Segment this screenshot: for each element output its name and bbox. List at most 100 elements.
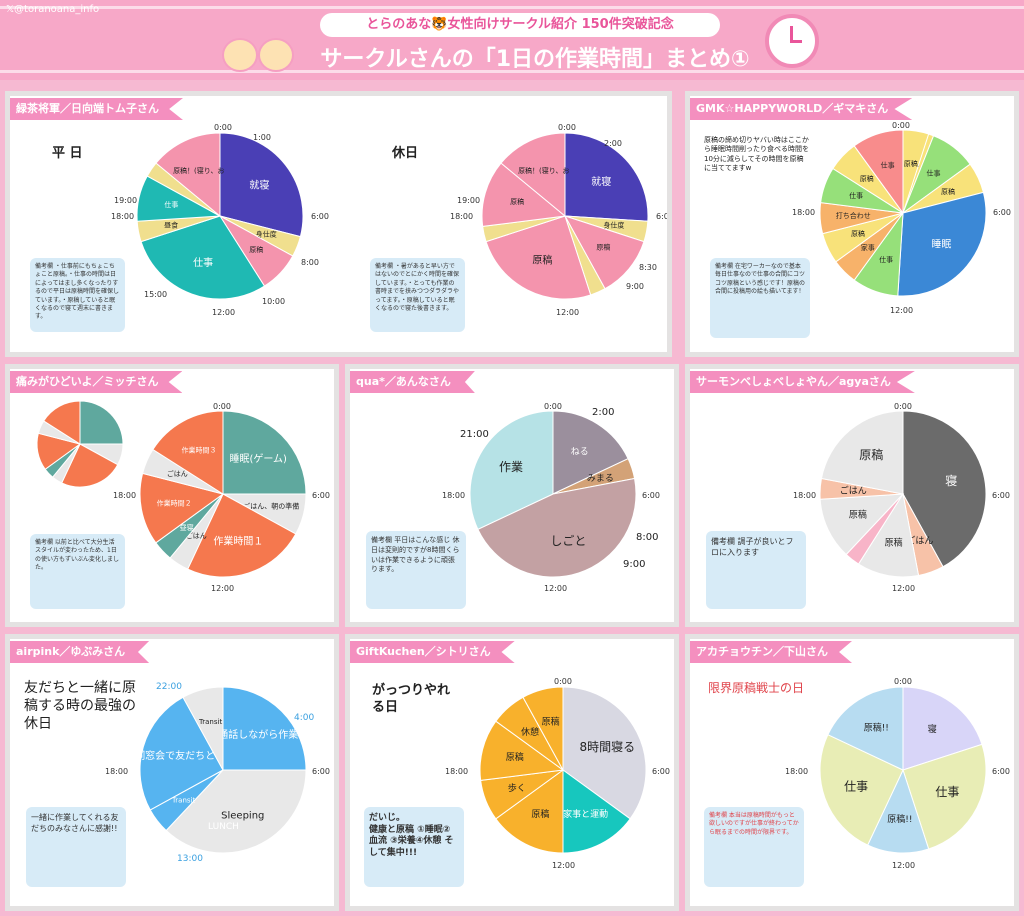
circle-name-tag: qua*／あんなさん (350, 371, 475, 393)
pie-slice-label: 仕事 (935, 785, 959, 799)
pie-slice-label: 原稿 (596, 243, 610, 252)
pie-slice (155, 132, 221, 218)
pie-slice-label: 原稿！(寝り、お (173, 166, 224, 175)
holiday-label: 休日 (392, 146, 419, 161)
header-stripe (0, 6, 1024, 9)
note-box-weekday: 備考欄 ・仕事前にもちょこちょこと原稿。・仕事の時間は日によってはまし多くなった… (30, 258, 125, 332)
twitter-handle[interactable]: 𝕏@toranoana_info (6, 4, 100, 15)
time-tick: 6:00 (992, 767, 1010, 776)
headline-text: 友だちと一緒に原稿する時の最強の休日 (24, 680, 136, 733)
pie-slice-label: Transit (198, 718, 222, 726)
pie-slice (902, 410, 987, 568)
time-tick: 15:00 (144, 290, 168, 299)
pie-slice-label: 身仕度 (256, 229, 277, 238)
pie-slice-label: 寝 (945, 473, 957, 488)
panel-6: airpink／ゆぷみさん 友だちと一緒に原稿する時の最強の休日 通話しながら作… (5, 634, 339, 911)
pie-slice-label: 原稿!! (887, 813, 912, 825)
time-tick: 0:00 (558, 123, 576, 132)
pie-slice (562, 686, 647, 820)
pie-slice (897, 191, 987, 297)
pie-slice (819, 493, 905, 556)
pie-slice (495, 769, 564, 854)
pie-slice-label: 仕事 (193, 256, 213, 269)
weekday-label: 平 日 (52, 146, 83, 161)
time-tick: 8:30 (639, 263, 657, 272)
time-tick: 18:00 (450, 212, 474, 221)
header-subtitle: とらのあな🐯女性向けサークル紹介 150件突破記念 (320, 13, 720, 37)
time-tick: 0:00 (544, 402, 562, 411)
pie-slice (819, 733, 904, 846)
time-tick: 18:00 (793, 491, 817, 500)
header-banner: 𝕏@toranoana_info とらのあな🐯女性向けサークル紹介 150件突破… (0, 0, 1024, 80)
note-box: 備考欄 調子が良いとフロに入ります (706, 531, 806, 609)
pie-slice-label: 通話しながら作業 (218, 728, 298, 741)
pie-slice-label: 睡眠(ゲーム) (229, 452, 287, 465)
pie-slice-label: 原稿 (860, 174, 874, 183)
pie-slice-label: 8時間寝る (580, 739, 636, 754)
pie-slice-label: 原稿 (506, 751, 524, 763)
pie-slice-label: 原稿 (904, 159, 918, 168)
pie-slice-label: 昼寝 (180, 523, 194, 532)
time-tick: 2:00 (592, 407, 615, 418)
pie-slice-label: 原稿 (249, 245, 263, 254)
pie-slice-label: ごはん (186, 531, 207, 540)
time-tick: 0:00 (214, 123, 232, 132)
pie-slice (186, 493, 297, 578)
time-tick: 19:00 (457, 196, 481, 205)
pie-slice-label: 作業 (499, 460, 523, 474)
pie-slice-label: 原稿 (859, 447, 883, 462)
time-tick: 0:00 (894, 402, 912, 411)
old-schedule-pie-chart (36, 400, 124, 488)
pie-slice (469, 410, 554, 531)
circle-name-tag: airpink／ゆぷみさん (10, 641, 150, 663)
pie-slice-label: 歩く (508, 782, 526, 794)
time-tick: 18:00 (105, 767, 129, 776)
pie-slice-label: 原稿!! (864, 721, 889, 733)
time-tick: 18:00 (785, 767, 809, 776)
time-tick: 0:00 (554, 677, 572, 686)
time-tick: 6:00 (311, 212, 329, 221)
pie-slice (902, 686, 983, 771)
time-tick: 19:00 (114, 196, 138, 205)
pie-slice-label: 同窓会で友だちと (138, 749, 215, 762)
time-tick: 6:00 (656, 212, 669, 221)
pie-slice-label: みまる (587, 473, 614, 484)
pie-slice-label: 睡眠 (931, 238, 951, 251)
pie-slice (857, 492, 920, 578)
time-tick: 8:00 (301, 258, 319, 267)
pie-slice (222, 410, 307, 495)
page-title: サークルさんの「1日の作業時間」まとめ① (320, 47, 750, 72)
time-tick: 12:00 (544, 584, 568, 593)
time-tick: 6:00 (642, 491, 660, 500)
pie-slice (165, 769, 307, 854)
circle-name-tag: サーモンべしょべしょやん／agyaさん (690, 371, 915, 393)
pie-slice (902, 129, 930, 214)
circle-name-tag: GMK☆HAPPYWORLD／ギマキさん (690, 98, 913, 120)
time-tick: 12:00 (212, 308, 236, 317)
pie-slice-label: 原稿 (849, 509, 867, 521)
pie-slice-label: 原稿 (885, 536, 903, 548)
time-tick: 8:00 (636, 532, 659, 543)
note-box: 一緒に作業してくれる友だちのみなさんに感謝!! (26, 807, 126, 887)
pie-slice-label: 原稿！(寝り、お (518, 166, 569, 175)
pie-slice-label: 原稿 (532, 253, 552, 266)
pie-slice-label: 仕事 (879, 255, 893, 264)
time-tick: 4:00 (294, 713, 315, 723)
pie-slice-label: 身仕度 (603, 220, 624, 229)
time-tick: 9:00 (623, 559, 646, 570)
note-box: 備考欄 平日はこんな感じ 休日は変則的ですが8時間くらいは作業できるように頑張り… (366, 531, 466, 609)
pie-slice-label: Transit (171, 797, 195, 805)
pie-slice-label: 寝 (928, 723, 937, 735)
time-tick: LUNCH (208, 822, 239, 832)
pie-slice (61, 443, 119, 488)
note-box: 備考欄 在宅ワーカーなので基本毎日仕事なので仕事の合間にコツコツ原稿という感じで… (710, 258, 810, 338)
pie-slice (139, 472, 225, 544)
circle-name-tag: 緑茶将軍／日向端トム子さん (10, 98, 183, 120)
note-title: だいじ。 (369, 813, 406, 823)
pie-slice (43, 400, 81, 445)
